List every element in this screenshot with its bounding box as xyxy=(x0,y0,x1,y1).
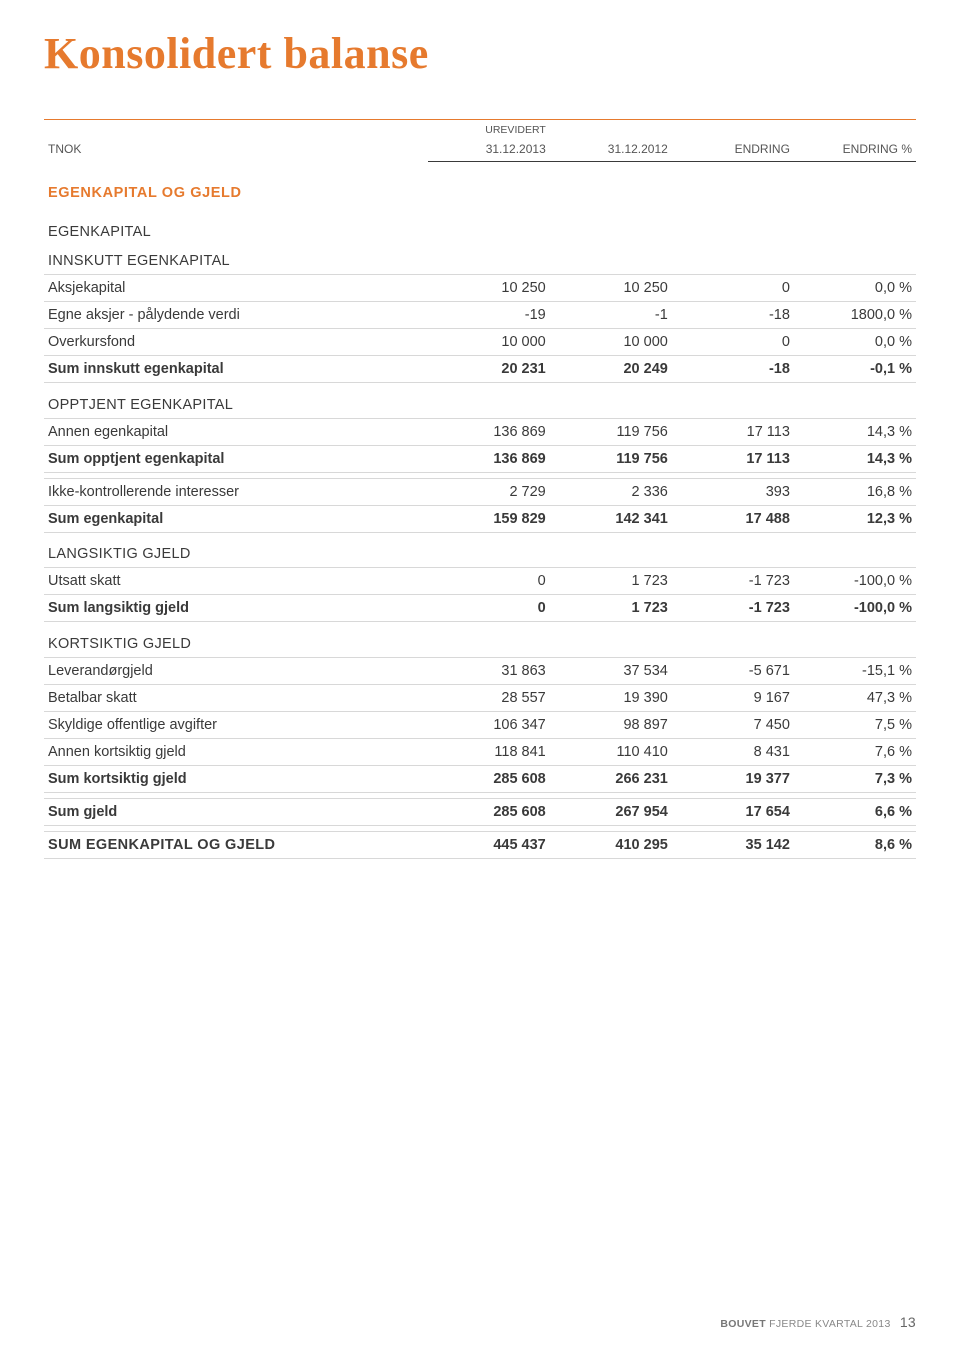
section-header-kortsiktig: KORTSIKTIG GJELD xyxy=(44,628,916,658)
table-row-sum: Sum innskutt egenkapital 20 231 20 249 -… xyxy=(44,356,916,383)
page: Konsolidert balanse TNOK UREVIDERT 31.12… xyxy=(0,0,960,1352)
table-row: Leverandørgjeld 31 863 37 534 -5 671 -15… xyxy=(44,657,916,684)
table-row: Ikke-kontrollerende interesser 2 729 2 3… xyxy=(44,478,916,505)
col-2012: 31.12.2012 xyxy=(550,137,672,162)
table-row: Overkursfond 10 000 10 000 0 0,0 % xyxy=(44,329,916,356)
table-row: Betalbar skatt 28 557 19 390 9 167 47,3 … xyxy=(44,684,916,711)
table-header-row: TNOK UREVIDERT xyxy=(44,120,916,137)
section-header-main: EGENKAPITAL OG GJELD xyxy=(44,171,916,206)
col-urevidert: UREVIDERT xyxy=(428,120,550,137)
section-label: KORTSIKTIG GJELD xyxy=(44,628,428,658)
table-row-sum: Sum opptjent egenkapital 136 869 119 756… xyxy=(44,445,916,472)
balance-table: TNOK UREVIDERT 31.12.2013 31.12.2012 END… xyxy=(44,119,916,859)
section-header-langsiktig: LANGSIKTIG GJELD xyxy=(44,538,916,568)
section-label: OPPTJENT EGENKAPITAL xyxy=(44,389,428,419)
section-header-egenkapital: EGENKAPITAL xyxy=(44,216,916,245)
table-row-total: SUM EGENKAPITAL OG GJELD 445 437 410 295… xyxy=(44,831,916,858)
section-label: EGENKAPITAL xyxy=(44,216,428,245)
footer-brand: BOUVET xyxy=(720,1318,766,1330)
footer-rest: FJERDE KVARTAL 2013 xyxy=(766,1318,891,1330)
col-tnok: TNOK xyxy=(44,120,428,162)
section-label: LANGSIKTIG GJELD xyxy=(44,538,428,568)
table-row: Utsatt skatt 0 1 723 -1 723 -100,0 % xyxy=(44,568,916,595)
section-label: EGENKAPITAL OG GJELD xyxy=(44,171,428,206)
table-row: Annen egenkapital 136 869 119 756 17 113… xyxy=(44,418,916,445)
col-endring-pct: ENDRING % xyxy=(794,137,916,162)
section-label: INNSKUTT EGENKAPITAL xyxy=(44,245,428,275)
table-row-sum-gjeld: Sum gjeld 285 608 267 954 17 654 6,6 % xyxy=(44,798,916,825)
col-endring: ENDRING xyxy=(672,137,794,162)
page-footer: BOUVET FJERDE KVARTAL 2013 13 xyxy=(720,1314,916,1330)
table-row-sum: Sum kortsiktig gjeld 285 608 266 231 19 … xyxy=(44,765,916,792)
section-header-innskutt: INNSKUTT EGENKAPITAL xyxy=(44,245,916,275)
col-2013: 31.12.2013 xyxy=(428,137,550,162)
section-header-opptjent: OPPTJENT EGENKAPITAL xyxy=(44,389,916,419)
footer-page-number: 13 xyxy=(900,1314,916,1330)
table-row-sum: Sum langsiktig gjeld 0 1 723 -1 723 -100… xyxy=(44,595,916,622)
table-row: Aksjekapital 10 250 10 250 0 0,0 % xyxy=(44,275,916,302)
table-row: Skyldige offentlige avgifter 106 347 98 … xyxy=(44,711,916,738)
table-row: Egne aksjer - pålydende verdi -19 -1 -18… xyxy=(44,302,916,329)
table-row-sum-ek: Sum egenkapital 159 829 142 341 17 488 1… xyxy=(44,505,916,532)
table-row: Annen kortsiktig gjeld 118 841 110 410 8… xyxy=(44,738,916,765)
page-title: Konsolidert balanse xyxy=(44,28,916,79)
